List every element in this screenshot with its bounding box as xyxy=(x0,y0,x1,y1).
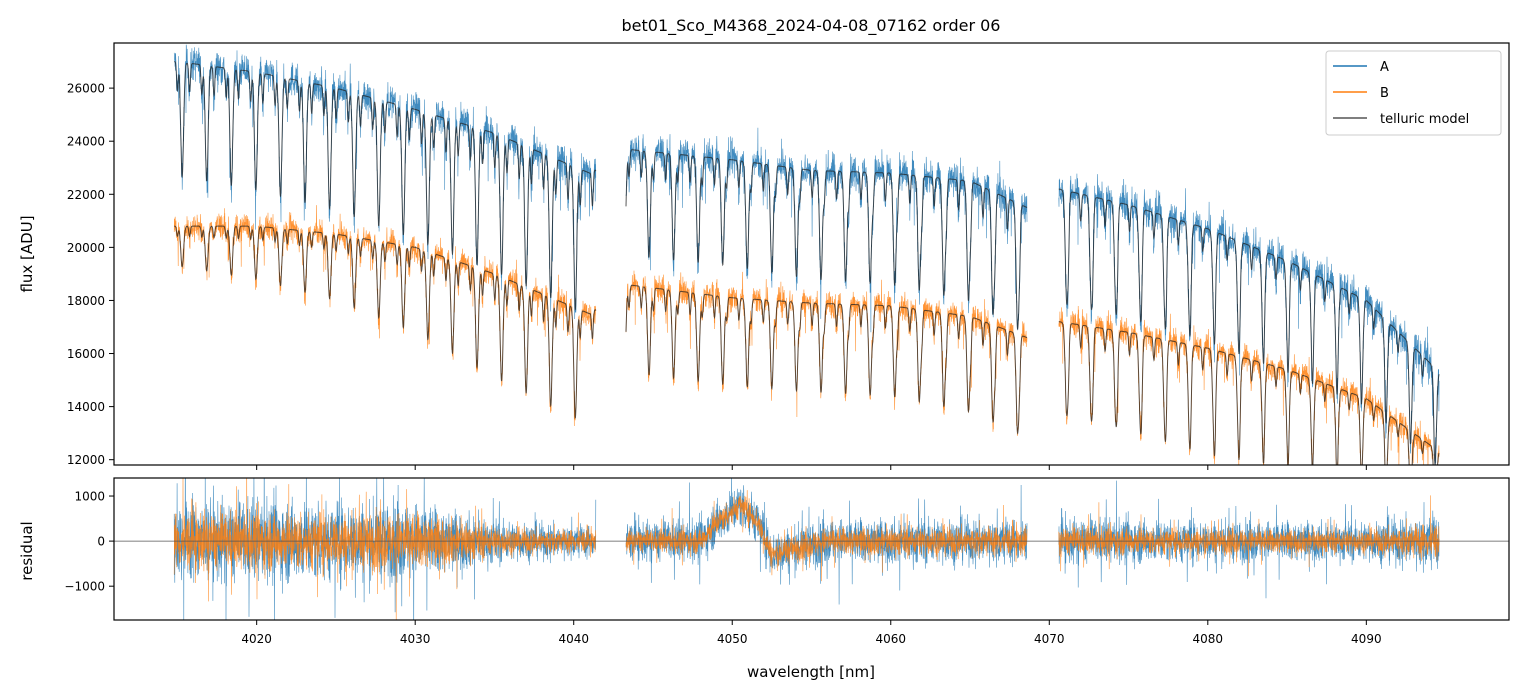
residual-panel-frame xyxy=(113,477,1510,621)
telluric-model-b-segment-3 xyxy=(1058,321,1440,465)
telluric-model-a-segment-3 xyxy=(1058,188,1440,465)
legend-label-a: A xyxy=(1380,60,1389,75)
wavelength-tick-label-0: 4020 xyxy=(241,632,272,646)
telluric-model-a-segment-1 xyxy=(174,61,597,311)
residual-ytick-tick-label-0: −1000 xyxy=(64,580,105,594)
telluric-model-b-segment-2 xyxy=(625,284,1028,435)
residual-series-b-segment-1 xyxy=(173,478,597,620)
flux-ytick-tick-label-0: 12000 xyxy=(67,453,105,467)
flux-series-b-segment-2 xyxy=(625,270,1028,436)
telluric-model-b-segment-1 xyxy=(174,225,597,419)
wavelength-tick-label-7: 4090 xyxy=(1351,632,1382,646)
legend-label-b: B xyxy=(1380,86,1389,101)
flux-panel: 12000 14000 16000 18000 20000 22000 24000 26000… xyxy=(18,42,1510,470)
flux-axis-label: flux [ADU] xyxy=(18,215,36,292)
wavelength-tick-label-3: 4050 xyxy=(717,632,748,646)
legend-label-telluric: telluric model xyxy=(1380,112,1469,127)
flux-ytick-tick-label-5: 22000 xyxy=(67,188,105,202)
wavelength-tick-label-5: 4070 xyxy=(1034,632,1065,646)
residual-ytick-tick-label-1: 0 xyxy=(97,535,105,549)
legend: A B telluric model xyxy=(1325,50,1502,136)
telluric-model-a-segment-2 xyxy=(625,149,1028,331)
residual-series-a-segment-2 xyxy=(625,478,1028,605)
flux-series-b-segment-1 xyxy=(173,205,597,427)
residual-ytick-tick-label-2: 1000 xyxy=(74,490,105,504)
residual-series-b-segment-2 xyxy=(625,490,1028,582)
legend-box xyxy=(1325,50,1502,136)
wavelength-tick-label-4: 4060 xyxy=(875,632,906,646)
flux-panel-frame xyxy=(113,42,1510,466)
residual-panel: −1000 0 1000 4020 4030 4040 4050 4060 4070 4080 4… xyxy=(18,477,1510,681)
residual-series-b-segment-3 xyxy=(1058,495,1440,577)
flux-series-a-segment-3 xyxy=(1058,173,1440,465)
wavelength-axis-label: wavelength [nm] xyxy=(747,663,875,681)
flux-ytick-tick-label-2: 16000 xyxy=(67,347,105,361)
wavelength-tick-label-1: 4030 xyxy=(400,632,431,646)
wavelength-tick-label-2: 4040 xyxy=(558,632,589,646)
residual-axis-label: residual xyxy=(18,521,36,580)
wavelength-tick-label-6: 4080 xyxy=(1193,632,1224,646)
flux-ytick-tick-label-1: 14000 xyxy=(67,400,105,414)
chart-title: bet01_Sco_M4368_2024-04-08_07162 order 0… xyxy=(622,16,1001,36)
flux-ytick-tick-label-4: 20000 xyxy=(67,241,105,255)
flux-ytick-tick-label-7: 26000 xyxy=(67,82,105,96)
flux-ytick-tick-label-6: 24000 xyxy=(67,135,105,149)
flux-ytick-tick-label-3: 18000 xyxy=(67,294,105,308)
